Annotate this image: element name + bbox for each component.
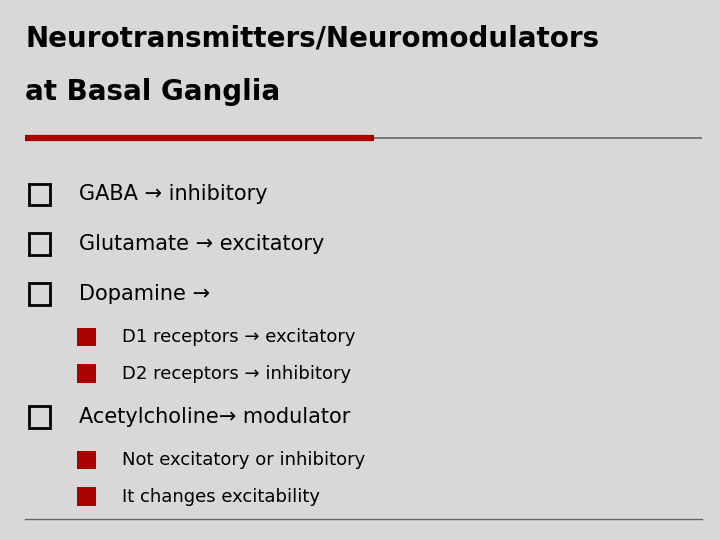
Bar	[77, 364, 96, 383]
Bar	[29, 233, 50, 255]
Text: It changes excitability: It changes excitability	[122, 488, 320, 506]
Text: Not excitatory or inhibitory: Not excitatory or inhibitory	[122, 451, 366, 469]
Text: D2 receptors → inhibitory: D2 receptors → inhibitory	[122, 364, 351, 383]
Bar	[29, 283, 50, 305]
Bar	[29, 184, 50, 205]
Bar	[29, 406, 50, 428]
Text: D1 receptors → excitatory: D1 receptors → excitatory	[122, 328, 356, 346]
Text: Acetylcholine→ modulator: Acetylcholine→ modulator	[79, 407, 351, 427]
Text: Glutamate → excitatory: Glutamate → excitatory	[79, 234, 325, 254]
Bar	[77, 488, 96, 506]
Bar	[77, 451, 96, 469]
Text: GABA → inhibitory: GABA → inhibitory	[79, 184, 268, 205]
Bar	[77, 328, 96, 346]
Text: Dopamine →: Dopamine →	[79, 284, 210, 304]
Text: at Basal Ganglia: at Basal Ganglia	[25, 78, 280, 106]
Text: Neurotransmitters/Neuromodulators: Neurotransmitters/Neuromodulators	[25, 24, 599, 52]
